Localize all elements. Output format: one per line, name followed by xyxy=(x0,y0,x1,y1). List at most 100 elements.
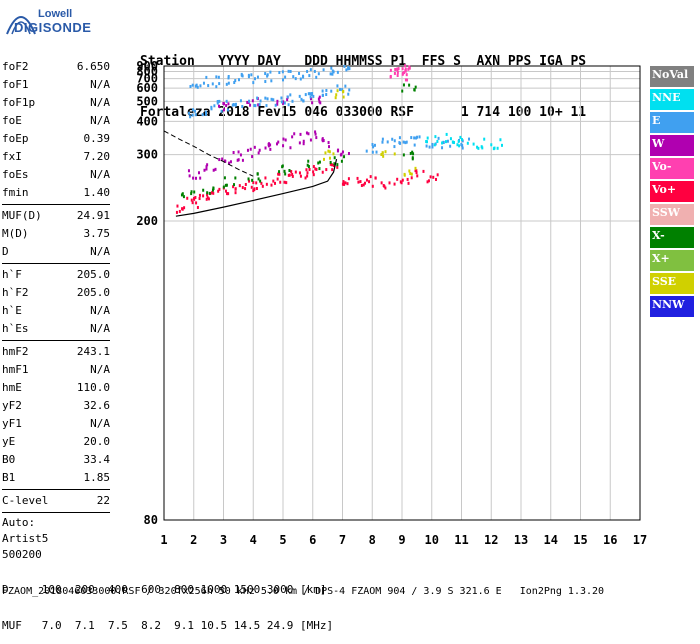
data-point xyxy=(207,197,210,201)
param-value: N/A xyxy=(90,322,110,335)
data-point xyxy=(348,67,351,71)
data-point xyxy=(189,84,192,88)
data-point xyxy=(341,182,344,186)
data-point xyxy=(311,101,314,105)
param-value: N/A xyxy=(90,78,110,91)
data-point xyxy=(341,150,344,154)
data-point xyxy=(241,104,244,108)
data-point xyxy=(411,150,414,154)
data-point xyxy=(256,75,259,79)
data-point xyxy=(206,191,209,195)
data-point xyxy=(206,163,209,167)
data-point xyxy=(365,178,368,182)
param-label: h`F2 xyxy=(2,286,29,299)
y-tick-label: 500 xyxy=(136,94,158,108)
data-point xyxy=(225,82,228,86)
data-point xyxy=(322,68,325,72)
data-point xyxy=(418,135,421,139)
data-point xyxy=(414,166,417,170)
data-point xyxy=(321,137,324,141)
data-point xyxy=(302,139,305,143)
data-point xyxy=(284,75,287,79)
y-tick-label: 400 xyxy=(136,114,158,128)
param-label: foEs xyxy=(2,168,29,181)
data-point xyxy=(255,181,258,185)
data-point xyxy=(204,112,207,116)
param-row: fmin 1.40 xyxy=(2,184,110,202)
data-point xyxy=(393,145,396,149)
data-point xyxy=(383,184,386,188)
data-point xyxy=(214,167,217,171)
data-point xyxy=(264,80,267,84)
data-point xyxy=(315,136,318,140)
data-point xyxy=(191,201,194,205)
data-point xyxy=(388,181,391,185)
data-point xyxy=(309,68,312,72)
data-point xyxy=(205,75,208,79)
data-point xyxy=(348,88,351,92)
data-point xyxy=(300,97,303,101)
data-point xyxy=(281,164,284,168)
data-point xyxy=(244,182,247,186)
data-point xyxy=(336,70,339,74)
data-point xyxy=(336,163,339,167)
param-note: Artist5 xyxy=(2,532,49,545)
legend-item: X- xyxy=(650,227,694,248)
x-tick-label: 13 xyxy=(514,533,528,547)
data-point xyxy=(336,165,339,169)
param-separator xyxy=(2,489,110,490)
data-point xyxy=(306,171,309,175)
data-point xyxy=(264,72,267,76)
data-point xyxy=(416,174,419,178)
data-point xyxy=(302,142,305,146)
data-point xyxy=(374,176,377,180)
data-point xyxy=(308,167,311,171)
data-point xyxy=(257,177,260,181)
data-point xyxy=(289,69,292,73)
data-point xyxy=(425,140,428,144)
data-point xyxy=(449,137,452,141)
data-point xyxy=(281,70,284,74)
data-point xyxy=(270,183,273,187)
data-point xyxy=(234,102,237,106)
data-point xyxy=(282,144,285,148)
data-point xyxy=(227,192,230,196)
data-point xyxy=(283,180,286,184)
data-point xyxy=(194,84,197,88)
data-point xyxy=(405,140,408,144)
data-point xyxy=(396,68,399,72)
param-row: D N/A xyxy=(2,243,110,261)
data-point xyxy=(206,193,209,197)
data-point xyxy=(315,75,318,79)
y-tick-label: 900 xyxy=(136,59,158,73)
data-point xyxy=(215,75,218,79)
data-point xyxy=(266,74,269,78)
data-point xyxy=(250,73,253,77)
data-point xyxy=(345,68,348,72)
data-point xyxy=(270,79,273,83)
param-label: fxI xyxy=(2,150,22,163)
data-point xyxy=(335,93,338,97)
param-row: foEp 0.39 xyxy=(2,130,110,148)
data-point xyxy=(317,72,320,76)
x-tick-label: 17 xyxy=(633,533,647,547)
profile-trace-dashed xyxy=(163,130,254,177)
data-point xyxy=(409,151,412,155)
footer-muf-row: MUF 7.0 7.1 7.5 8.2 9.1 10.5 14.5 24.9 [… xyxy=(2,619,334,632)
data-point xyxy=(259,99,262,103)
data-point xyxy=(329,72,332,76)
data-point xyxy=(456,143,459,147)
param-row: hmF1 N/A xyxy=(2,361,110,379)
data-point xyxy=(333,156,336,160)
data-point xyxy=(363,181,366,185)
param-label: hmF1 xyxy=(2,363,29,376)
data-point xyxy=(375,150,378,154)
param-value: 1.85 xyxy=(83,471,111,484)
data-point xyxy=(239,153,242,157)
data-point xyxy=(393,71,396,75)
data-point xyxy=(279,180,282,184)
data-point xyxy=(199,84,202,88)
data-point xyxy=(384,186,387,190)
legend-item: X+ xyxy=(650,250,694,271)
data-point xyxy=(403,173,406,177)
